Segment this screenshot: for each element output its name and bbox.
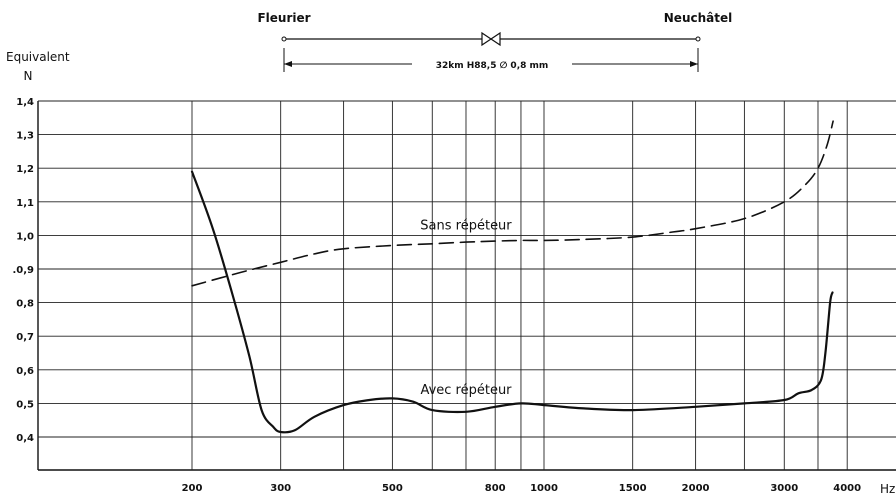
series-line-sans-repeteur xyxy=(191,120,834,287)
series-lines xyxy=(190,120,834,434)
x-tick-label: 1000 xyxy=(530,483,558,494)
x-axis-unit: Hz xyxy=(880,482,895,496)
y-tick-labels: 1,4 1,3 1,2 1,1 1,0 .0,9 0,8 0,7 0,6 0,5 0,4 xyxy=(12,97,34,444)
x-tick-label: 500 xyxy=(382,483,403,494)
annotation-avec-repeteur: Avec répéteur xyxy=(420,383,512,398)
x-tick-labels: 200 300 500 800 1000 1500 2000 3000 4000 xyxy=(182,483,862,494)
y-tick-label: 1,4 xyxy=(16,97,34,108)
x-tick-label: 1500 xyxy=(619,483,647,494)
y-axis-unit: N xyxy=(24,69,33,83)
annotation-sans-repeteur: Sans répéteur xyxy=(420,218,512,233)
y-tick-label: 0,6 xyxy=(16,366,34,377)
series-line-avec-repeteur xyxy=(190,170,834,434)
repeater-symbol xyxy=(481,31,501,47)
line-diagram: Fleurier Neuchâtel 32km H88,5 ∅ 0,8 mm xyxy=(257,11,732,72)
x-tick-label: 3000 xyxy=(770,483,798,494)
y-tick-label: 0,4 xyxy=(16,433,34,444)
left-station-label: Fleurier xyxy=(257,11,310,25)
x-tick-label: 200 xyxy=(182,483,203,494)
y-tick-label: 1,3 xyxy=(16,131,34,142)
x-tick-label: 800 xyxy=(485,483,506,494)
y-tick-label: 0,7 xyxy=(16,332,34,343)
left-terminal xyxy=(281,36,287,42)
x-tick-label: 4000 xyxy=(833,483,861,494)
dimension-arrow-right xyxy=(690,61,698,67)
right-station-label: Neuchâtel xyxy=(664,11,732,25)
y-tick-label: 0,5 xyxy=(16,399,34,410)
y-tick-label: 1,2 xyxy=(16,164,34,175)
y-tick-label: 1,0 xyxy=(16,231,34,242)
grid xyxy=(37,100,896,471)
x-tick-label: 2000 xyxy=(682,483,710,494)
annotations: Sans répéteur Avec répéteur xyxy=(420,218,512,398)
y-tick-label: 1,1 xyxy=(16,198,34,209)
y-axis-label: Equivalent xyxy=(6,50,70,64)
dimension-arrow-left xyxy=(284,61,292,67)
y-tick-label: .0,9 xyxy=(12,265,34,276)
y-tick-label: 0,8 xyxy=(16,299,34,310)
right-terminal xyxy=(695,36,701,42)
x-tick-label: 300 xyxy=(270,483,291,494)
cable-caption: 32km H88,5 ∅ 0,8 mm xyxy=(436,61,549,71)
